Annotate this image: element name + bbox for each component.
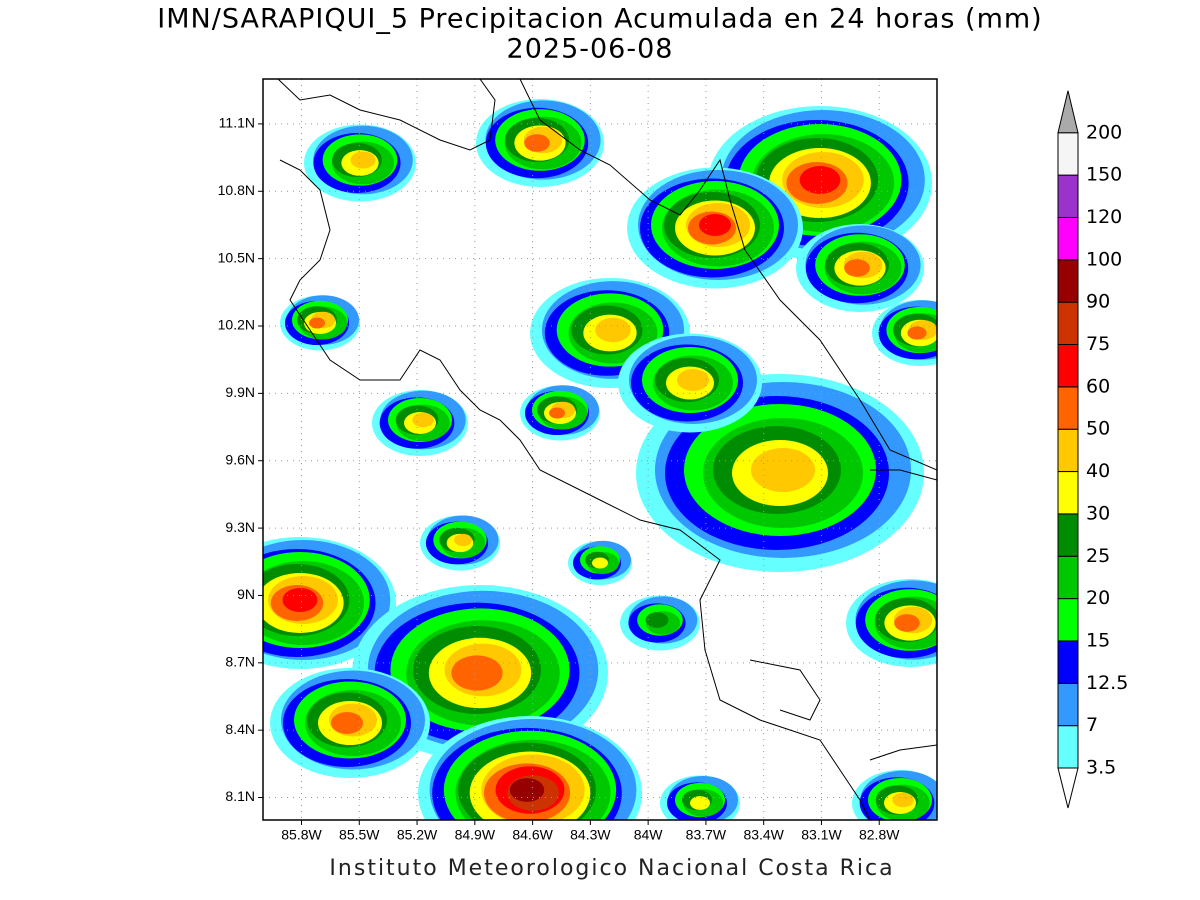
title: IMN/SARAPIQUI_5 Precipitacion Acumulada … [157, 4, 1042, 35]
precip-blob [892, 792, 914, 808]
precip-blob [451, 655, 503, 691]
footer: Instituto Meteorologico Nacional Costa R… [329, 856, 894, 881]
precip-blob [412, 412, 434, 428]
precip-blob [690, 796, 710, 810]
lat-tick-label: 9N [237, 586, 255, 602]
lat-tick-label: 8.1N [225, 788, 255, 804]
precip-blob [677, 369, 709, 391]
colorbar-label: 20 [1086, 587, 1110, 609]
colorbar-label: 60 [1086, 375, 1110, 397]
lat-tick-label: 9.6N [225, 451, 255, 467]
precip-blob [595, 317, 631, 343]
colorbar-label: 90 [1086, 291, 1110, 313]
precip-blob [282, 588, 318, 612]
lat-tick-label: 8.7N [225, 654, 255, 670]
precip-blob [907, 326, 927, 340]
colorbar-swatch [1057, 725, 1079, 769]
precip-blob [509, 778, 545, 802]
colorbar-label: 120 [1086, 206, 1122, 228]
lon-tick-label: 83.1W [801, 827, 842, 843]
colorbar-under [1057, 767, 1079, 809]
precip-blob [844, 259, 870, 277]
lon-tick-label: 85.2W [397, 827, 438, 843]
colorbar-swatch [1057, 555, 1079, 600]
colorbar-swatch [1057, 682, 1079, 727]
colorbar-swatch [1057, 640, 1079, 684]
precip-blob [799, 166, 841, 194]
lon-tick-label: 85.8W [281, 827, 322, 843]
subtitle: 2025-06-08 [507, 34, 674, 65]
lat-tick-label: 9.9N [225, 384, 255, 400]
lon-tick-label: 84.3W [570, 827, 611, 843]
lon-tick-label: 83.4W [743, 827, 784, 843]
precip-blob [592, 557, 608, 569]
colorbar-label: 50 [1086, 418, 1110, 440]
colorbar-label: 150 [1086, 164, 1122, 186]
colorbar-swatch [1057, 513, 1079, 557]
colorbar-label: 25 [1086, 545, 1110, 567]
colorbar-swatch [1057, 174, 1079, 218]
map-frame [262, 78, 938, 821]
map-grid: 11.1N 10.8N 10.5N 10.2N 9.9N 9.6N 9.3N 9N 8.7N 8.… [218, 79, 937, 843]
precip-blob [350, 151, 376, 169]
colorbar-label: 15 [1086, 629, 1110, 651]
lat-tick-label: 11.1N [219, 115, 255, 131]
coastlines [277, 79, 937, 820]
lat-tick-label: 10.5N [218, 249, 255, 265]
colorbar-label: 100 [1086, 248, 1122, 270]
colorbar-swatch [1057, 471, 1079, 515]
colorbar: 3.5 7 12.5 15 20 25 30 40 50 60 75 90 100 120 150 200 [1057, 90, 1128, 809]
colorbar-label: 40 [1086, 460, 1110, 482]
lon-tick-label: 84.9W [455, 827, 496, 843]
colorbar-swatch [1057, 598, 1079, 642]
precip-blob [524, 134, 550, 152]
precip-field [263, 99, 937, 820]
precip-blob [645, 612, 669, 628]
colorbar-label: 75 [1086, 333, 1110, 355]
colorbar-label: 3.5 [1086, 757, 1116, 779]
lon-tick-label: 84.6W [512, 827, 553, 843]
lat-tick-label: 9.3N [225, 519, 255, 535]
colorbar-over [1057, 90, 1079, 134]
lon-tick-label: 82.8W [859, 827, 900, 843]
lon-tick-label: 83.7W [686, 827, 727, 843]
lat-tick-label: 10.2N [218, 317, 255, 333]
precip-blob [751, 448, 815, 492]
colorbar-swatch [1057, 259, 1079, 303]
precip-blob [894, 614, 920, 632]
lat-tick-label: 8.4N [225, 721, 255, 737]
colorbar-label: 200 [1086, 121, 1122, 143]
precip-blob [699, 214, 731, 236]
colorbar-swatch [1057, 344, 1079, 388]
colorbar-swatch [1057, 386, 1079, 430]
precip-blob [331, 712, 363, 734]
colorbar-swatch [1057, 216, 1079, 261]
colorbar-swatch [1057, 301, 1079, 345]
colorbar-swatch [1057, 132, 1079, 176]
lon-tick-label: 85.5W [339, 827, 380, 843]
precip-blob [549, 407, 565, 419]
precip-blob [309, 317, 325, 329]
precip-blob [454, 533, 472, 547]
lat-tick-label: 10.8N [218, 182, 255, 198]
colorbar-swatch [1057, 428, 1079, 473]
colorbar-label: 30 [1086, 502, 1110, 524]
lon-tick-label: 84W [634, 827, 664, 843]
colorbar-label: 7 [1086, 714, 1098, 736]
colorbar-label: 12.5 [1086, 672, 1128, 694]
